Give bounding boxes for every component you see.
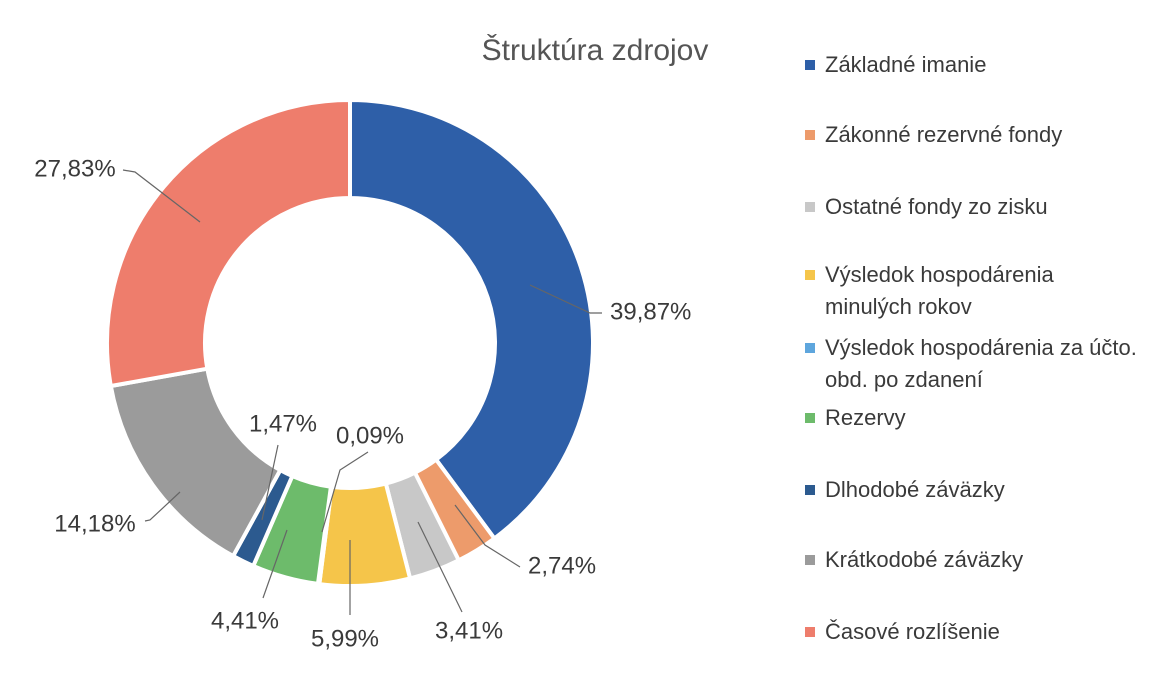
legend-swatch (805, 130, 815, 140)
data-label: 14,18% (54, 510, 135, 537)
legend-swatch (805, 627, 815, 637)
data-label: 4,41% (211, 607, 279, 634)
leader-line (529, 284, 602, 314)
data-label: 0,09% (336, 422, 404, 449)
legend-swatch (805, 60, 815, 70)
legend-label: Časové rozlíšenie (825, 619, 1000, 644)
legend-swatch (805, 270, 815, 280)
legend-item: Dlhodobé záväzky (805, 474, 1145, 506)
data-label: 5,99% (311, 625, 379, 652)
legend-label: Výsledok hospodárenia minulých rokov (825, 262, 1054, 319)
legend-swatch (805, 343, 815, 353)
legend-label: Rezervy (825, 405, 906, 430)
legend-swatch (805, 202, 815, 212)
legend-label: Krátkodobé záväzky (825, 547, 1024, 572)
legend-item: Ostatné fondy zo zisku (805, 191, 1145, 223)
leader-line (417, 521, 463, 613)
leader-line (122, 169, 201, 223)
data-label: 27,83% (34, 155, 115, 182)
legend-swatch (805, 413, 815, 423)
legend-label: Základné imanie (825, 52, 987, 77)
chart-title: Štruktúra zdrojov (482, 33, 709, 67)
legend-item: Krátkodobé záväzky (805, 544, 1145, 576)
legend-item: Výsledok hospodárenia za účto. obd. po z… (805, 332, 1145, 396)
leader-line (262, 529, 288, 599)
leader-line (454, 504, 521, 568)
data-label: 39,87% (610, 298, 691, 325)
leader-line (261, 444, 279, 521)
slice (348, 97, 595, 542)
legend-item: Základné imanie (805, 49, 1145, 81)
data-label: 1,47% (249, 410, 317, 437)
legend-label: Dlhodobé záväzky (825, 477, 1005, 502)
legend-label: Zákonné rezervné fondy (825, 122, 1063, 147)
legend-swatch (805, 555, 815, 565)
legend-item: Výsledok hospodárenia minulých rokov (805, 259, 1145, 323)
slice (105, 97, 352, 389)
legend-item: Zákonné rezervné fondy (805, 119, 1145, 151)
legend-item: Rezervy (805, 402, 1145, 434)
legend-label: Ostatné fondy zo zisku (825, 194, 1048, 219)
leader-line (144, 491, 181, 522)
legend-item: Časové rozlíšenie (805, 616, 1145, 648)
legend-swatch (805, 485, 815, 495)
data-label: 3,41% (435, 617, 503, 644)
data-label: 2,74% (528, 552, 596, 579)
leader-line (321, 451, 369, 533)
legend-label: Výsledok hospodárenia za účto. obd. po z… (825, 335, 1137, 392)
